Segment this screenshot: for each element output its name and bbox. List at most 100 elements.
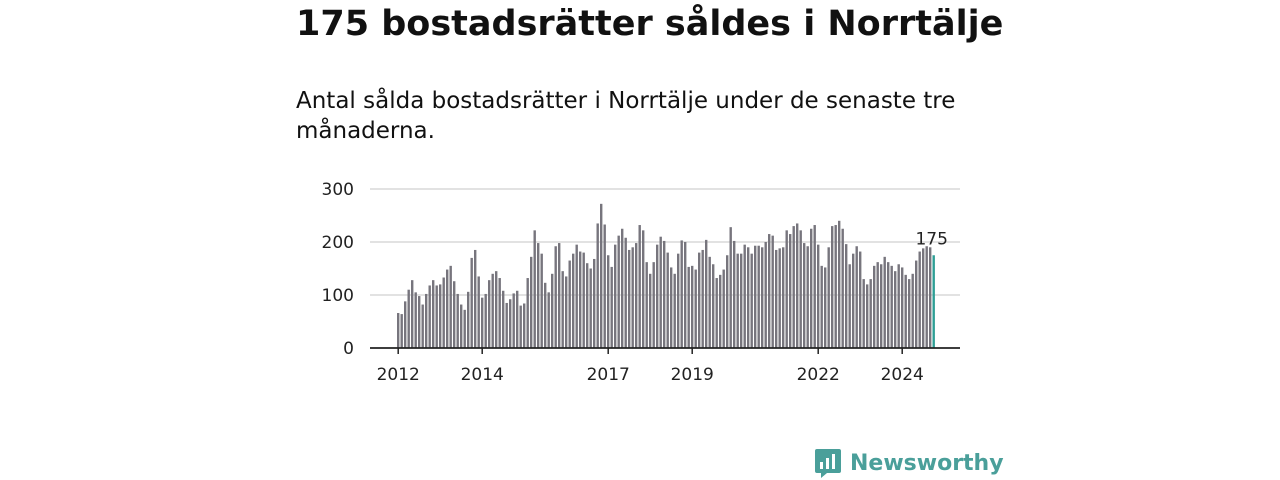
bar xyxy=(848,264,851,348)
chart-subtitle: Antal sålda bostadsrätter i Norrtälje un… xyxy=(296,88,956,144)
bar xyxy=(435,285,438,348)
bar xyxy=(862,279,865,348)
bar xyxy=(439,284,442,348)
x-tick-label: 2024 xyxy=(881,365,924,385)
bar xyxy=(411,280,414,348)
bar xyxy=(523,303,526,348)
bar xyxy=(463,309,466,348)
bar xyxy=(894,271,897,348)
bar xyxy=(614,244,617,348)
bar xyxy=(792,226,795,348)
bar xyxy=(771,235,774,348)
x-tick-label: 2017 xyxy=(587,365,630,385)
bar xyxy=(649,273,652,348)
bar xyxy=(869,279,872,348)
bar xyxy=(677,253,680,348)
bar xyxy=(586,263,589,348)
y-tick-label: 0 xyxy=(343,339,354,359)
bar xyxy=(859,251,862,348)
bar xyxy=(509,299,512,348)
bar xyxy=(883,256,886,348)
bar xyxy=(820,265,823,348)
bar xyxy=(421,304,424,348)
bar xyxy=(866,284,869,348)
bar xyxy=(890,265,893,348)
bar xyxy=(694,269,697,348)
bar xyxy=(460,304,463,348)
bar xyxy=(470,257,473,348)
highlight-bar xyxy=(932,255,935,348)
bar xyxy=(841,228,844,348)
bar-chart: 0 100 200 300 2012 2014 2017 2019 2022 2024 175 xyxy=(322,180,960,385)
bar xyxy=(407,289,410,348)
bar xyxy=(554,246,557,348)
bar xyxy=(617,235,620,348)
bar xyxy=(652,262,655,348)
bar xyxy=(635,243,638,348)
bar xyxy=(670,267,673,348)
bar xyxy=(579,251,582,348)
bar xyxy=(799,230,802,348)
bar xyxy=(918,251,921,348)
bars xyxy=(397,203,935,348)
bar xyxy=(680,240,683,348)
bar xyxy=(589,268,592,348)
bar xyxy=(831,226,834,348)
y-tick-label: 200 xyxy=(322,233,354,253)
bar xyxy=(596,223,599,348)
bar xyxy=(414,292,417,348)
bar xyxy=(687,266,690,348)
bar xyxy=(813,225,816,348)
bar xyxy=(400,314,403,348)
bar xyxy=(575,244,578,348)
bar xyxy=(824,267,827,348)
bar xyxy=(929,247,932,348)
bar xyxy=(481,297,484,348)
bar xyxy=(673,273,676,348)
bar xyxy=(621,228,624,348)
x-axis-ticks: 2012 2014 2017 2019 2022 2024 xyxy=(377,348,924,385)
x-tick-label: 2012 xyxy=(377,365,420,385)
bar xyxy=(778,248,781,348)
bar xyxy=(404,301,407,348)
bar xyxy=(705,239,708,348)
bar xyxy=(631,247,634,348)
brand-name: Newsworthy xyxy=(850,450,1004,476)
bar xyxy=(806,246,809,348)
bar xyxy=(474,249,477,348)
bar xyxy=(642,230,645,348)
bar xyxy=(908,279,911,348)
bar xyxy=(740,253,743,348)
bar xyxy=(789,234,792,348)
bar xyxy=(547,292,550,348)
y-axis-labels: 0 100 200 300 xyxy=(322,180,354,359)
bar xyxy=(428,285,431,348)
bar xyxy=(922,248,925,348)
x-tick-label: 2014 xyxy=(461,365,504,385)
bar xyxy=(845,244,848,348)
bar xyxy=(610,266,613,348)
bar xyxy=(533,230,536,348)
bar xyxy=(684,242,687,348)
chart-title: 175 bostadsrätter såldes i Norrtälje xyxy=(296,4,1004,44)
bar xyxy=(502,290,505,348)
bar xyxy=(782,247,785,348)
bar xyxy=(659,236,662,348)
y-tick-label: 100 xyxy=(322,286,354,306)
bar xyxy=(530,256,533,348)
bar xyxy=(432,280,435,348)
bar xyxy=(764,242,767,348)
bar xyxy=(817,244,820,348)
bar xyxy=(897,264,900,348)
bar xyxy=(761,247,764,348)
bar xyxy=(722,269,725,348)
bar xyxy=(484,293,487,348)
bar xyxy=(526,278,529,348)
bar xyxy=(498,278,501,348)
bar xyxy=(418,296,421,348)
bar xyxy=(712,264,715,348)
bar xyxy=(495,271,498,348)
bar xyxy=(834,225,837,348)
bar xyxy=(540,253,543,348)
bar xyxy=(582,252,585,348)
